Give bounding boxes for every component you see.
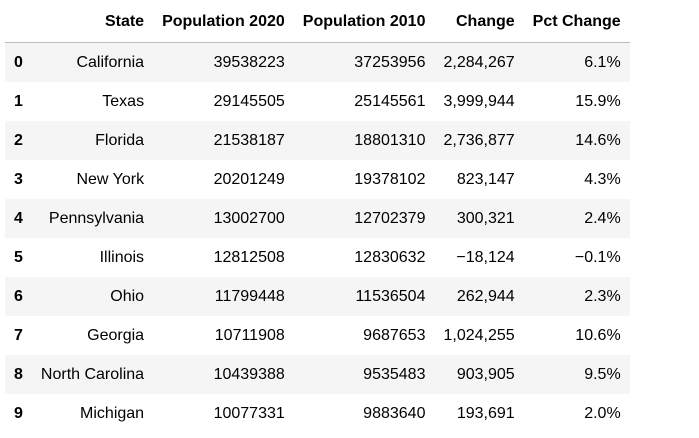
- table-row: 4 Pennsylvania 13002700 12702379 300,321…: [5, 199, 630, 238]
- change-cell: 262,944: [456, 287, 515, 305]
- population-2020-cell: 29145505: [213, 92, 285, 110]
- population-2010-cell: 25145561: [354, 92, 426, 110]
- table-body: 0 California 39538223 37253956 2,284,267…: [5, 42, 630, 433]
- table-row: 1 Texas 29145505 25145561 3,999,944 15.9…: [5, 82, 630, 121]
- index-header: [5, 2, 32, 43]
- state-cell: North Carolina: [40, 365, 145, 383]
- row-index: 1: [14, 92, 23, 110]
- population-2020-cell: 11799448: [214, 287, 285, 305]
- row-index: 8: [14, 365, 23, 383]
- state-cell: Ohio: [110, 287, 145, 305]
- pct-change-cell: 2.3%: [584, 287, 621, 305]
- pct-change-cell: −0.1%: [574, 248, 621, 266]
- row-index: 2: [14, 131, 23, 149]
- change-cell: 300,321: [456, 209, 515, 227]
- population-2010-cell: 9687653: [363, 326, 426, 344]
- row-index: 4: [14, 209, 23, 227]
- state-cell: Florida: [95, 131, 145, 149]
- header-row: State Population 2020 Population 2010 Ch…: [5, 2, 630, 43]
- table-row: 8 North Carolina 10439388 9535483 903,90…: [5, 355, 630, 394]
- population-2020-cell: 39538223: [213, 53, 285, 71]
- population-2010-cell: 19378102: [354, 170, 426, 188]
- population-2010-header: Population 2010: [293, 2, 435, 43]
- population-2020-cell: 21538187: [213, 131, 285, 149]
- pct-change-cell: 4.3%: [584, 170, 621, 188]
- population-2020-cell: 20201249: [213, 170, 285, 188]
- population-2010-cell: 9535483: [363, 365, 426, 383]
- table-row: 7 Georgia 10711908 9687653 1,024,255 10.…: [5, 316, 630, 355]
- row-index: 3: [14, 170, 23, 188]
- row-index: 0: [14, 53, 23, 71]
- population-2020-cell: 10077331: [213, 404, 285, 422]
- population-2020-cell: 13002700: [213, 209, 285, 227]
- population-2010-cell: 11536504: [355, 287, 426, 305]
- population-2010-cell: 37253956: [354, 53, 426, 71]
- state-cell: Pennsylvania: [48, 209, 145, 227]
- change-cell: −18,124: [456, 248, 515, 266]
- table-header: State Population 2020 Population 2010 Ch…: [5, 2, 630, 43]
- change-cell: 3,999,944: [443, 92, 515, 110]
- pct-change-cell: 2.0%: [584, 404, 621, 422]
- pct-change-cell: 10.6%: [575, 326, 621, 344]
- state-cell: Michigan: [80, 404, 145, 422]
- pct-change-cell: 2.4%: [584, 209, 621, 227]
- state-cell: California: [76, 53, 145, 71]
- population-2010-cell: 9883640: [363, 404, 426, 422]
- change-header: Change: [434, 2, 524, 43]
- row-index: 5: [14, 248, 23, 266]
- row-index: 9: [14, 404, 23, 422]
- state-cell: Illinois: [99, 248, 145, 266]
- pct-change-cell: 6.1%: [584, 53, 621, 71]
- change-cell: 1,024,255: [443, 326, 515, 344]
- state-header: State: [31, 2, 154, 43]
- state-cell: Georgia: [87, 326, 145, 344]
- table-row: 9 Michigan 10077331 9883640 193,691 2.0%: [5, 394, 630, 433]
- table-row: 0 California 39538223 37253956 2,284,267…: [5, 42, 630, 82]
- table-row: 2 Florida 21538187 18801310 2,736,877 14…: [5, 121, 630, 160]
- population-2010-cell: 12702379: [354, 209, 426, 227]
- population-2010-cell: 18801310: [354, 131, 426, 149]
- dataframe-table: State Population 2020 Population 2010 Ch…: [5, 2, 630, 433]
- change-cell: 823,147: [456, 170, 515, 188]
- row-index: 6: [14, 287, 23, 305]
- population-2020-cell: 10711908: [214, 326, 285, 344]
- population-2010-cell: 12830632: [354, 248, 426, 266]
- state-cell: New York: [76, 170, 145, 188]
- population-2020-cell: 12812508: [213, 248, 285, 266]
- pct-change-cell: 9.5%: [584, 365, 621, 383]
- table-row: 5 Illinois 12812508 12830632 −18,124 −0.…: [5, 238, 630, 277]
- pct-change-cell: 14.6%: [575, 131, 621, 149]
- change-cell: 2,736,877: [443, 131, 515, 149]
- change-cell: 903,905: [456, 365, 515, 383]
- pct-change-header: Pct Change: [523, 2, 630, 43]
- population-2020-header: Population 2020: [153, 2, 294, 43]
- table-row: 6 Ohio 11799448 11536504 262,944 2.3%: [5, 277, 630, 316]
- row-index: 7: [14, 326, 23, 344]
- change-cell: 2,284,267: [443, 53, 515, 71]
- population-2020-cell: 10439388: [213, 365, 285, 383]
- pct-change-cell: 15.9%: [575, 92, 621, 110]
- state-cell: Texas: [102, 92, 145, 110]
- table-row: 3 New York 20201249 19378102 823,147 4.3…: [5, 160, 630, 199]
- change-cell: 193,691: [456, 404, 515, 422]
